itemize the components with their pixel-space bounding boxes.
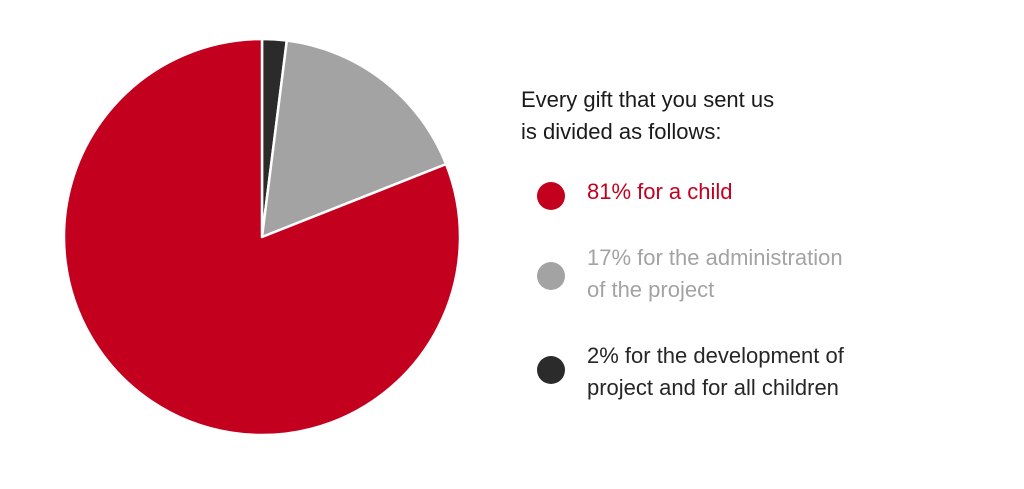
legend-label: 2% for the development of project and fo…: [587, 343, 844, 400]
pie-slice-child: [62, 37, 462, 437]
pie-chart: [62, 37, 462, 437]
legend-label: 81% for a child: [587, 179, 733, 204]
legend: Every gift that you sent us is divided a…: [500, 84, 1000, 400]
gray-dot-icon: [537, 262, 565, 290]
red-dot-icon: [537, 182, 565, 210]
pie-slice-administration: [260, 39, 448, 239]
dark-dot-icon: [537, 356, 565, 384]
chart-title: Every gift that you sent us is divided a…: [521, 87, 775, 144]
legend-label: 17% for the administration of the projec…: [587, 245, 843, 302]
